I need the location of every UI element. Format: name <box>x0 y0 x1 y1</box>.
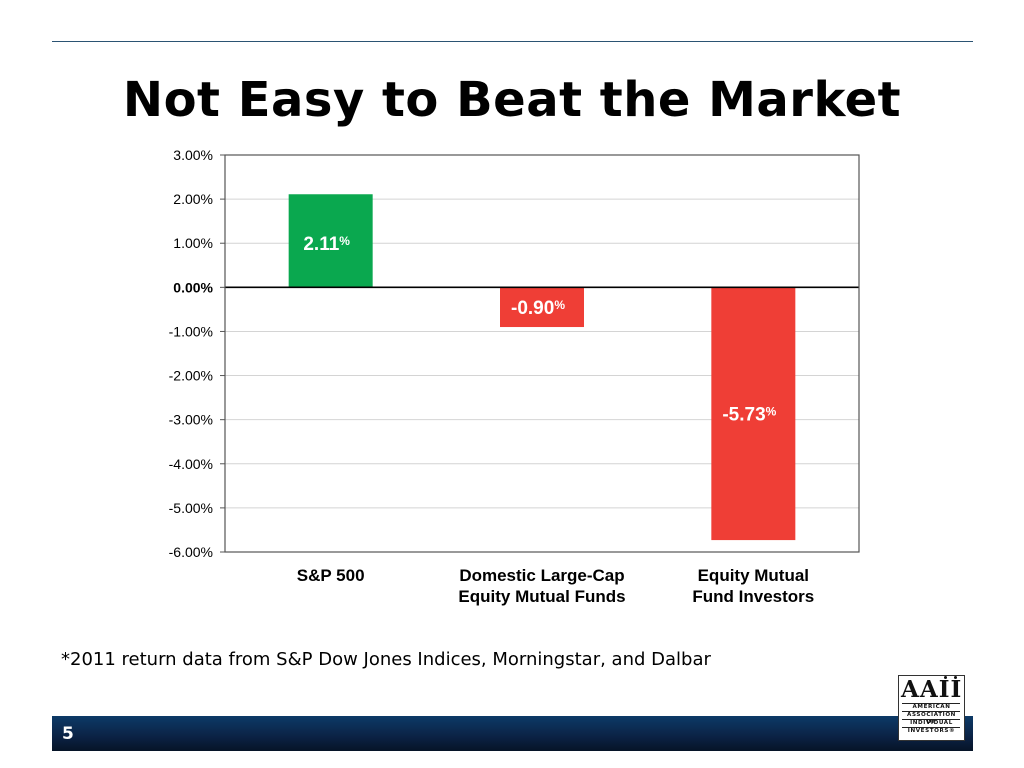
data-label-value: -0.90 <box>511 298 554 319</box>
logo-line-2: ASSOCIATION OF <box>907 712 956 725</box>
logo-line-1: AMERICAN <box>912 704 951 710</box>
data-label-suffix: % <box>339 234 350 248</box>
logo-divider <box>902 727 960 728</box>
aaii-logo: AAII AMERICAN ASSOCIATION OF INDIVIDUAL … <box>898 675 965 741</box>
logo-divider <box>902 719 960 720</box>
logo-line-4: INVESTORS® <box>907 728 956 734</box>
logo-divider <box>902 711 960 712</box>
bar <box>288 194 373 288</box>
y-tick-label: -6.00% <box>169 544 213 560</box>
y-tick-label: 0.00% <box>173 279 213 295</box>
logo-line-3: INDIVIDUAL <box>910 720 953 726</box>
bar <box>500 287 584 328</box>
data-label-suffix: % <box>554 298 565 312</box>
data-label: 2.11% <box>303 234 350 255</box>
x-category-label: S&P 500 <box>297 566 365 585</box>
data-label: -5.73% <box>722 405 776 426</box>
y-tick-label: -1.00% <box>169 323 213 339</box>
x-category-label: Equity Mutual <box>698 566 809 585</box>
logo-divider <box>902 703 960 704</box>
logo-mark: AAII <box>901 676 963 703</box>
y-tick-label: 2.00% <box>173 191 213 207</box>
logo-dot <box>954 676 957 679</box>
page-number: 5 <box>62 724 74 744</box>
top-divider <box>52 41 973 42</box>
y-tick-label: -3.00% <box>169 412 213 428</box>
data-label: -0.90% <box>511 298 565 319</box>
slide-title: Not Easy to Beat the Market <box>122 72 902 128</box>
y-tick-label: -4.00% <box>169 456 213 472</box>
x-category-label: Domestic Large-Cap <box>459 566 624 585</box>
y-tick-label: -2.00% <box>169 368 213 384</box>
data-label-value: 2.11 <box>303 234 339 255</box>
data-label-value: -5.73 <box>722 405 765 426</box>
data-label-suffix: % <box>766 405 777 419</box>
bar <box>711 287 796 541</box>
logo-dot <box>944 676 947 679</box>
y-tick-label: 3.00% <box>173 147 213 163</box>
x-category-label: Equity Mutual Funds <box>458 587 625 606</box>
y-tick-label: 1.00% <box>173 235 213 251</box>
plot-border <box>224 154 860 553</box>
footer-bar <box>52 716 973 751</box>
footnote: *2011 return data from S&P Dow Jones Ind… <box>61 649 711 670</box>
y-tick-label: -5.00% <box>169 500 213 516</box>
x-category-label: Fund Investors <box>692 587 814 606</box>
